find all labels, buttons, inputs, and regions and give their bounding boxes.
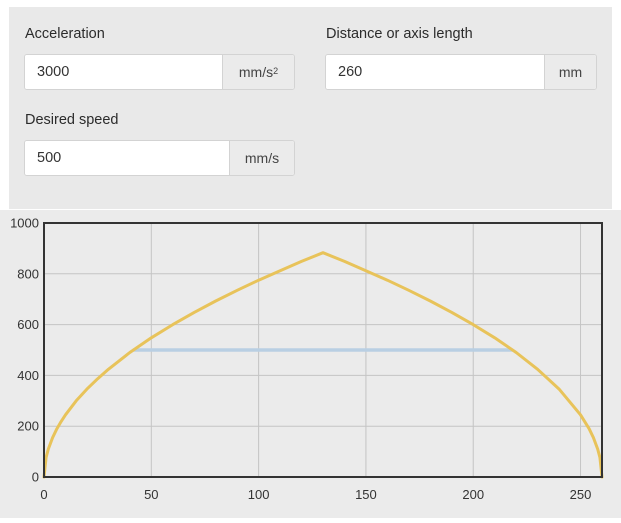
- acceleration-unit: mm/s 2: [222, 55, 294, 89]
- y-tick-label: 200: [17, 419, 39, 434]
- velocity-profile-line: [42, 251, 604, 479]
- tick-labels: 0 50 100 150 200 250 0 200 400 600 800 1000: [10, 216, 591, 503]
- distance-input-group: mm: [325, 54, 597, 90]
- chart-area: 0 50 100 150 200 250 0 200 400 600 800 1000: [0, 210, 621, 518]
- speed-label: Desired speed: [25, 112, 119, 128]
- acceleration-unit-base: mm/s: [238, 64, 274, 80]
- speed-input[interactable]: [25, 141, 229, 175]
- velocity-profile-chart: 0 50 100 150 200 250 0 200 400 600 800 1000: [10, 216, 604, 503]
- x-tick-label: 150: [355, 487, 377, 502]
- x-tick-label: 50: [144, 487, 158, 502]
- distance-label: Distance or axis length: [326, 26, 473, 42]
- series-group: [42, 251, 604, 479]
- x-tick-label: 0: [40, 487, 47, 502]
- y-tick-label: 600: [17, 317, 39, 332]
- y-tick-label: 1000: [10, 216, 39, 231]
- speed-input-group: mm/s: [24, 140, 295, 176]
- y-tick-label: 800: [17, 266, 39, 281]
- acceleration-unit-exponent: 2: [273, 66, 279, 76]
- distance-input[interactable]: [326, 55, 544, 89]
- x-tick-label: 200: [462, 487, 484, 502]
- y-tick-label: 400: [17, 368, 39, 383]
- acceleration-input[interactable]: [25, 55, 222, 89]
- grid-lines: [44, 223, 602, 477]
- x-tick-label: 100: [248, 487, 270, 502]
- acceleration-input-group: mm/s2: [24, 54, 295, 90]
- acceleration-label: Acceleration: [25, 26, 105, 42]
- plot-frame: [43, 222, 603, 478]
- speed-unit: mm/s: [229, 141, 294, 175]
- x-tick-label: 250: [570, 487, 592, 502]
- y-tick-label: 0: [32, 470, 39, 485]
- distance-unit: mm: [544, 55, 596, 89]
